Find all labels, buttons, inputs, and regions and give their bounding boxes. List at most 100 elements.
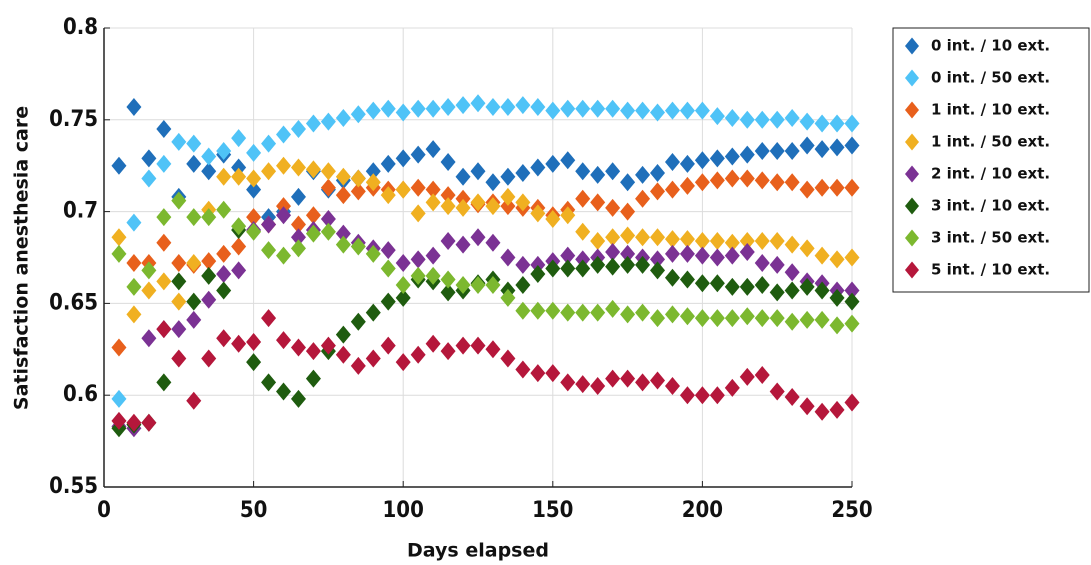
marker <box>664 101 680 120</box>
marker <box>724 378 740 397</box>
marker <box>231 158 247 177</box>
legend-label: 1 int. / 10 ext. <box>931 101 1050 119</box>
marker <box>380 99 396 118</box>
marker <box>425 193 441 212</box>
marker <box>650 182 666 201</box>
marker <box>335 167 351 186</box>
marker <box>410 345 426 364</box>
marker <box>485 233 501 252</box>
marker <box>754 309 770 328</box>
marker <box>784 235 800 254</box>
legend-marker <box>905 69 919 87</box>
marker <box>620 369 636 388</box>
marker <box>141 281 157 300</box>
marker <box>171 254 187 273</box>
marker <box>335 186 351 205</box>
marker <box>290 187 306 206</box>
y-tick-label: 0.55 <box>49 474 98 499</box>
marker <box>425 334 441 353</box>
marker <box>650 164 666 183</box>
marker <box>515 360 531 379</box>
marker <box>605 228 621 247</box>
marker <box>784 388 800 407</box>
x-tick-label: 100 <box>383 498 424 523</box>
marker <box>605 257 621 276</box>
marker <box>709 248 725 267</box>
marker <box>395 103 411 122</box>
marker <box>410 204 426 223</box>
marker <box>784 263 800 282</box>
marker <box>709 386 725 405</box>
marker <box>575 99 591 118</box>
marker <box>844 314 860 333</box>
legend-marker <box>905 37 919 55</box>
marker <box>635 255 651 274</box>
marker <box>410 266 426 285</box>
marker <box>455 276 471 295</box>
marker <box>320 112 336 131</box>
marker <box>754 276 770 295</box>
marker <box>724 147 740 166</box>
marker <box>425 140 441 159</box>
marker <box>829 250 845 269</box>
marker <box>365 173 381 192</box>
marker <box>186 310 202 329</box>
marker <box>111 411 127 430</box>
marker <box>679 154 695 173</box>
marker <box>335 224 351 243</box>
marker <box>829 288 845 307</box>
marker <box>216 281 232 300</box>
marker <box>575 375 591 394</box>
marker <box>455 235 471 254</box>
marker <box>844 393 860 412</box>
marker <box>186 391 202 410</box>
marker <box>156 272 172 291</box>
marker <box>246 222 262 241</box>
marker <box>799 397 815 416</box>
marker <box>739 307 755 326</box>
marker <box>724 277 740 296</box>
marker <box>141 169 157 188</box>
marker <box>679 307 695 326</box>
marker <box>515 96 531 115</box>
marker <box>679 244 695 263</box>
marker <box>320 178 336 197</box>
marker <box>694 231 710 250</box>
marker <box>276 206 292 225</box>
marker <box>305 342 321 361</box>
marker <box>410 178 426 197</box>
marker <box>620 255 636 274</box>
marker <box>111 338 127 357</box>
marker <box>814 310 830 329</box>
marker <box>455 198 471 217</box>
marker <box>560 303 576 322</box>
marker <box>679 270 695 289</box>
marker <box>440 197 456 216</box>
marker <box>650 261 666 280</box>
marker <box>246 169 262 188</box>
marker <box>380 241 396 260</box>
marker <box>395 288 411 307</box>
marker <box>425 266 441 285</box>
marker <box>111 156 127 175</box>
marker <box>754 254 770 273</box>
marker <box>395 254 411 273</box>
marker <box>739 110 755 129</box>
marker <box>500 97 516 116</box>
marker <box>679 176 695 195</box>
marker <box>650 228 666 247</box>
marker <box>739 367 755 386</box>
marker <box>290 389 306 408</box>
marker <box>111 389 127 408</box>
legend-marker <box>905 229 919 247</box>
marker <box>844 136 860 155</box>
marker <box>410 145 426 164</box>
marker <box>605 99 621 118</box>
marker <box>350 237 366 256</box>
marker <box>829 178 845 197</box>
marker <box>440 342 456 361</box>
marker <box>515 276 531 295</box>
marker <box>261 162 277 181</box>
marker <box>575 250 591 269</box>
x-tick-label: 0 <box>97 498 111 523</box>
